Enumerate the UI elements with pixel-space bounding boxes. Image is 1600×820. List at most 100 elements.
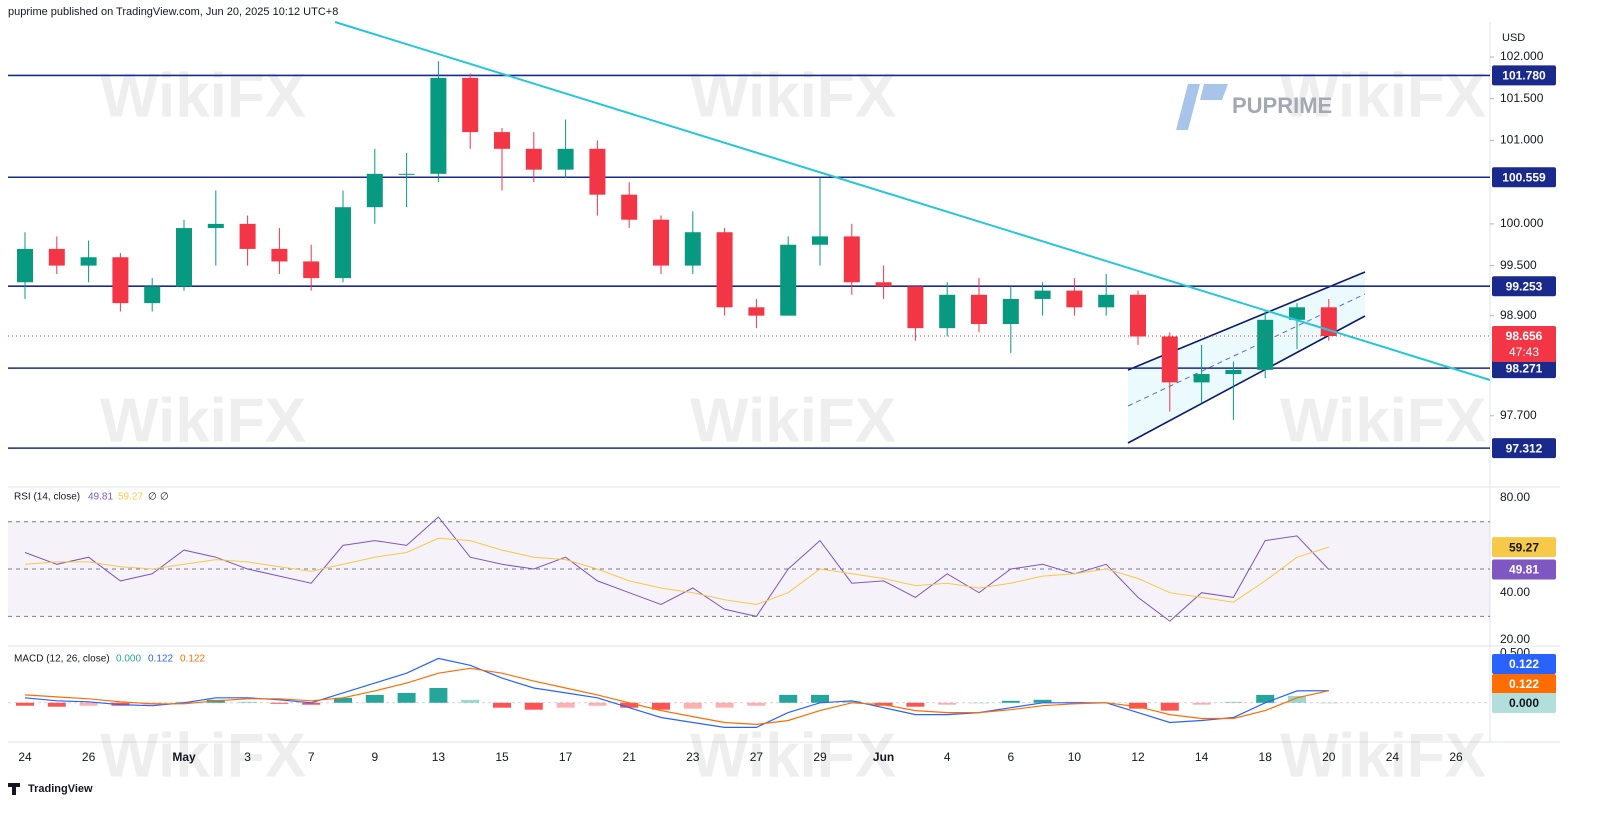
footer-logo bbox=[8, 783, 20, 795]
histogram-bar bbox=[47, 702, 66, 707]
watermark: WikiFX bbox=[1280, 61, 1486, 130]
candle-body bbox=[843, 236, 860, 283]
y-tick-label: 80.00 bbox=[1500, 490, 1530, 504]
y-tick-label: 20.00 bbox=[1500, 632, 1530, 646]
series-line bbox=[24, 657, 1329, 728]
x-tick-label: 26 bbox=[1449, 750, 1463, 764]
candle-body bbox=[271, 248, 288, 262]
candle-body bbox=[303, 261, 320, 279]
candle-body bbox=[430, 77, 447, 174]
x-tick-label: 10 bbox=[1068, 750, 1082, 764]
series-line bbox=[24, 667, 1329, 726]
x-tick-label: 24 bbox=[18, 750, 32, 764]
histogram-bar bbox=[397, 692, 416, 703]
x-tick-label: 18 bbox=[1259, 750, 1273, 764]
candle-body bbox=[1161, 336, 1178, 383]
level-label-box bbox=[1492, 65, 1556, 86]
x-tick-label: 23 bbox=[686, 750, 700, 764]
legend-value: 49.81 bbox=[88, 492, 113, 503]
level-label: 100.559 bbox=[1502, 170, 1546, 184]
histogram-bar bbox=[811, 694, 829, 703]
candle-body bbox=[1289, 307, 1305, 320]
pane-title: RSI (14, close) bbox=[14, 492, 80, 503]
last-value: 0.122 bbox=[1509, 657, 1539, 671]
y-tick-label: 99.500 bbox=[1500, 258, 1537, 272]
watermark: WikiFX bbox=[100, 386, 306, 455]
watermark: WikiFX bbox=[1280, 721, 1486, 790]
histogram-bar bbox=[842, 700, 861, 703]
histogram-bar bbox=[620, 702, 639, 708]
candle-body bbox=[812, 236, 828, 245]
histogram-bar bbox=[715, 702, 734, 708]
axes: 24 26 May 3 7 9 13 15 17 21 23 27 29 Jun 4 6 10 12 14 18 20 2… bbox=[14, 49, 1556, 764]
y-tick-label: 40.00 bbox=[1500, 585, 1530, 599]
legend-value: ∅ bbox=[148, 492, 157, 503]
series-line bbox=[24, 516, 1330, 622]
candle-body bbox=[684, 232, 701, 266]
last-value: 0.122 bbox=[1509, 677, 1539, 691]
histogram-bar bbox=[1160, 702, 1179, 711]
candle-body bbox=[239, 223, 256, 249]
logo-mark bbox=[1176, 84, 1228, 130]
level-label: 101.780 bbox=[1502, 69, 1546, 83]
histogram-bar bbox=[779, 694, 798, 703]
watermark: WikiFX bbox=[690, 386, 896, 455]
histogram-bar bbox=[1319, 702, 1338, 704]
logo-text: PUPRIME bbox=[1232, 93, 1332, 118]
countdown: 47:43 bbox=[1509, 345, 1539, 359]
histogram-bar bbox=[270, 702, 289, 704]
candle-body bbox=[1002, 298, 1019, 324]
candle-body bbox=[48, 248, 65, 266]
candle-body bbox=[1225, 369, 1242, 375]
candle-body bbox=[398, 173, 415, 175]
watermark: WikiFX bbox=[1280, 386, 1486, 455]
histogram-bar bbox=[588, 702, 607, 706]
candle-body bbox=[366, 173, 383, 208]
level-label-box bbox=[1492, 438, 1556, 459]
x-tick-label: May bbox=[172, 750, 196, 764]
channel-lower bbox=[1127, 315, 1366, 444]
last-value: 0.000 bbox=[1509, 696, 1539, 710]
broker-logo: PUPRIME bbox=[1176, 84, 1332, 130]
candle-body bbox=[1130, 294, 1146, 337]
candle-body bbox=[621, 194, 638, 220]
histogram-bar bbox=[493, 702, 511, 708]
candle-body bbox=[939, 294, 956, 329]
histogram-bar bbox=[302, 702, 321, 705]
x-tick-label: 29 bbox=[813, 750, 827, 764]
x-tick-label: 12 bbox=[1131, 750, 1145, 764]
legend-value: 59.27 bbox=[118, 492, 143, 503]
watermark: WikiFX bbox=[100, 721, 306, 790]
y-tick-label: 102.000 bbox=[1500, 49, 1544, 63]
watermark: WikiFX bbox=[100, 61, 306, 130]
x-tick-label: 14 bbox=[1195, 750, 1209, 764]
legend-value: 0.000 bbox=[116, 654, 141, 665]
candle-body bbox=[1193, 374, 1210, 383]
histogram-bar bbox=[524, 702, 543, 710]
histogram-bar bbox=[652, 702, 670, 710]
level-label-box bbox=[1492, 167, 1556, 188]
last-value-box bbox=[1492, 674, 1556, 694]
published-note: puprime published on TradingView.com, Ju… bbox=[8, 6, 338, 18]
candle-body bbox=[112, 257, 129, 304]
legend-value: ∅ bbox=[160, 492, 169, 503]
candle-body bbox=[1066, 290, 1083, 308]
legend-value: 0.122 bbox=[180, 654, 205, 665]
histogram-bar bbox=[1256, 694, 1275, 703]
y-tick-label: 97.700 bbox=[1500, 408, 1537, 422]
candle-body bbox=[875, 282, 892, 287]
last-value-box bbox=[1492, 693, 1556, 713]
x-tick-label: 24 bbox=[1386, 750, 1400, 764]
y-tick-label: 100.000 bbox=[1500, 216, 1544, 230]
histogram-bar bbox=[970, 702, 988, 704]
histogram-bar bbox=[1129, 702, 1147, 709]
x-tick-label: 27 bbox=[750, 750, 764, 764]
histogram-bar bbox=[1192, 702, 1211, 705]
level-label-box bbox=[1492, 276, 1556, 297]
histogram-bar bbox=[556, 702, 575, 708]
last-price-box bbox=[1492, 326, 1556, 363]
watermark: WikiFX bbox=[690, 721, 896, 790]
channel-fill bbox=[1128, 272, 1365, 443]
pane-title: MACD (12, 26, close) bbox=[14, 654, 110, 665]
